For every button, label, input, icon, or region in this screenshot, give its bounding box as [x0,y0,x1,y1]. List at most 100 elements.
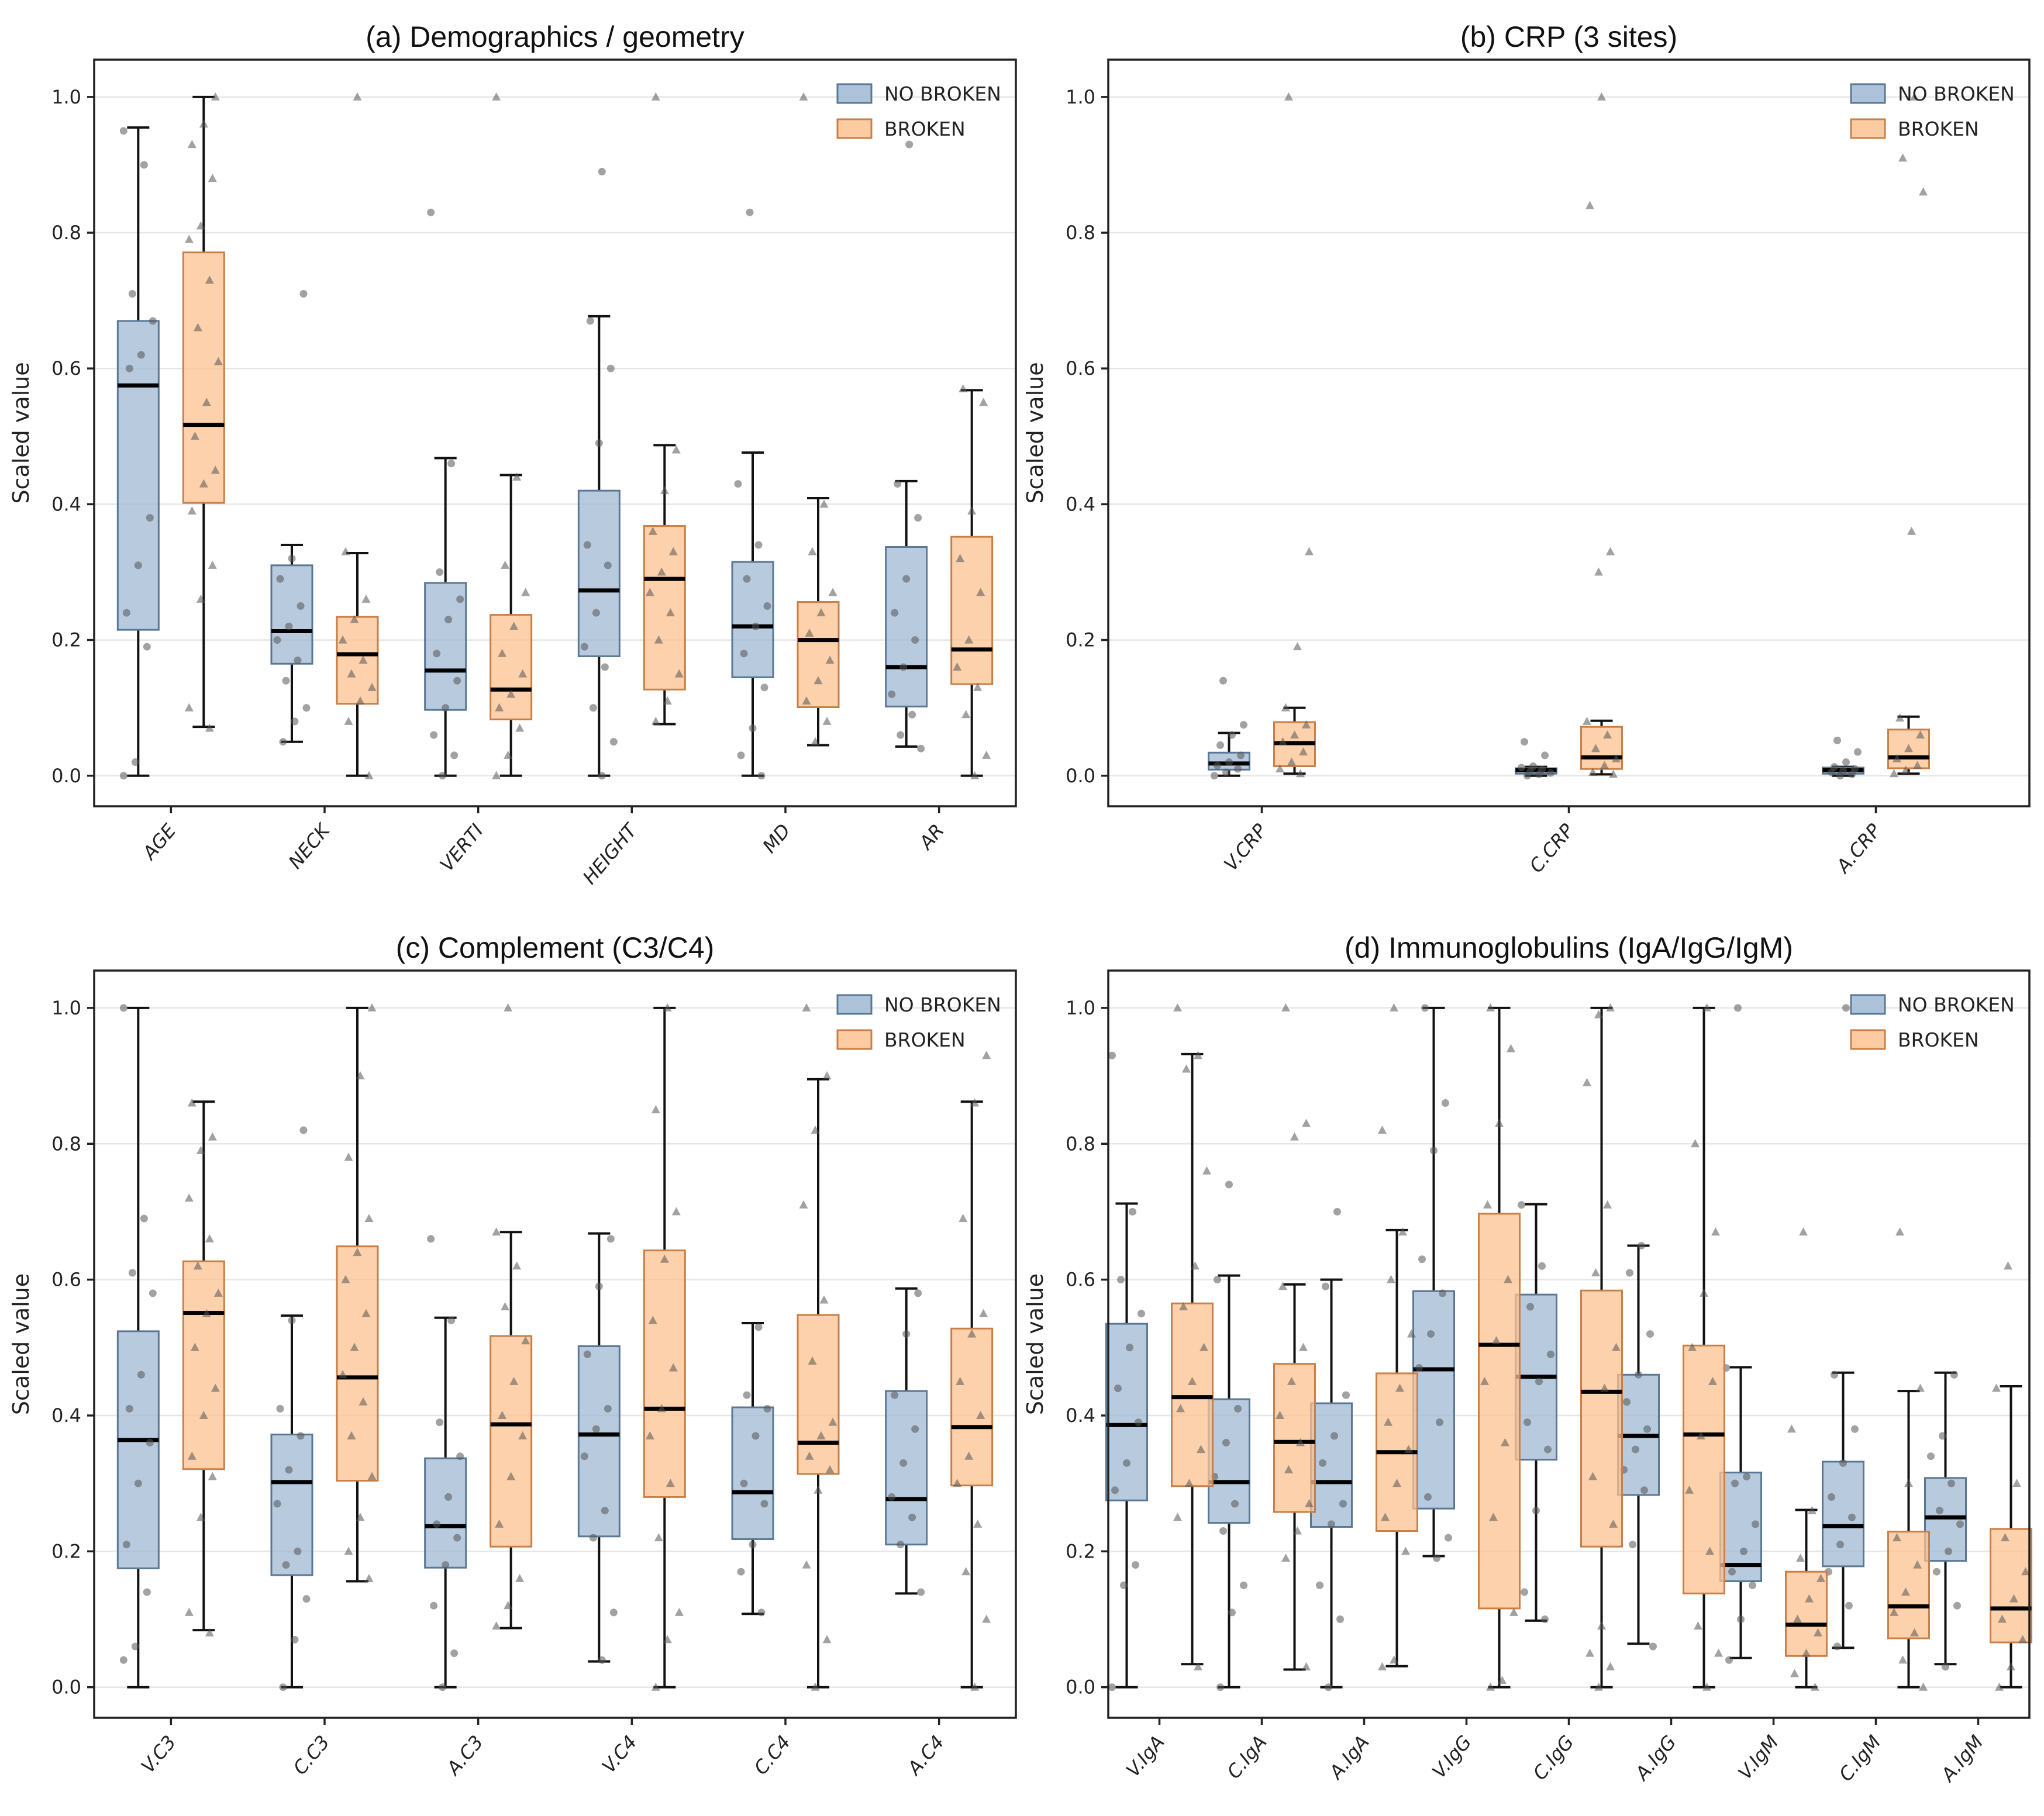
data-point [1442,1099,1449,1107]
broken-box-C.C3 [336,1003,379,1583]
legend-label-broken: BROKEN [1898,1028,1979,1051]
data-point [1293,1526,1302,1535]
data-point [1752,1520,1759,1528]
category-label: A.C3 [442,1731,488,1780]
data-point [1725,1656,1733,1664]
y-axis-label: Scaled value [8,362,34,503]
data-point [1179,1302,1188,1311]
data-point [1188,1376,1197,1385]
data-point [1948,1479,1955,1487]
data-point [208,1472,217,1480]
data-point [1851,765,1859,773]
no-broken-box-MD [731,208,774,780]
data-point [353,92,362,101]
broken-box-C.IgM [1887,1227,1930,1691]
data-point [1950,1370,1958,1379]
category-label: C.CRP [1525,819,1579,877]
data-point [338,635,347,644]
iqr-box [424,1457,467,1569]
data-point [825,1465,835,1473]
data-point [1111,1486,1119,1494]
y-tick-label: 0.0 [51,1676,81,1698]
data-point [1287,1376,1296,1385]
data-point [660,486,669,495]
data-point [350,1342,359,1351]
category-label: A.C4 [902,1731,949,1780]
y-tick-label: 0.2 [1066,1540,1095,1562]
data-point [1848,1513,1856,1521]
data-point [1839,767,1847,775]
data-point [737,751,745,759]
y-tick-label: 0.4 [1066,493,1095,515]
data-point [213,1288,223,1297]
data-point [356,1071,365,1080]
data-point [450,1649,459,1658]
no-broken-box-A.IgA [1310,1207,1353,1691]
category-label: V.CRP [1219,819,1271,875]
data-point [1299,1342,1308,1351]
data-point [1904,744,1913,752]
data-point [1507,1044,1515,1052]
data-point [119,772,127,780]
data-point [595,439,603,447]
data-point [583,1350,591,1358]
data-point [601,1507,609,1515]
data-point [914,514,922,522]
iqr-box [182,1260,225,1470]
data-point [518,669,528,678]
iqr-box [797,1314,840,1475]
data-point [1833,736,1841,744]
data-point [439,772,447,780]
legend-swatch-no-broken [836,994,873,1015]
iqr-box [643,525,686,691]
data-point [1276,764,1284,773]
data-point [740,650,748,658]
data-point [970,1098,980,1107]
data-point [1714,1648,1723,1657]
data-point [645,1431,654,1439]
data-point [1378,1662,1387,1670]
data-point [1711,1227,1720,1236]
legend-label-no-broken: NO BROKEN [884,993,1001,1016]
data-point [1173,1003,1182,1011]
y-tick-label: 0.8 [1066,222,1095,244]
data-point [190,1342,199,1351]
data-point [1702,1003,1711,1011]
data-point [1486,1003,1495,1011]
data-point [1697,1431,1705,1439]
data-point [1910,92,1919,101]
data-point [1913,1560,1922,1569]
plot-area [1108,60,2029,806]
panel-title: (a) Demographics / geometry [366,20,744,53]
data-point [959,1214,968,1223]
data-point [604,561,612,569]
data-point [1138,1310,1145,1318]
data-point [1612,1342,1621,1351]
data-point [1219,1527,1227,1535]
data-point [1585,201,1594,209]
y-tick-label: 0.6 [1066,1269,1095,1291]
data-point [205,723,214,732]
category-label: C.IgA [1222,1731,1271,1783]
data-point [1541,751,1549,759]
data-point [1893,1533,1901,1542]
data-point [1290,730,1299,739]
data-point [580,1452,588,1461]
broken-box-C.IgA [1273,1003,1316,1671]
data-point [122,609,130,617]
panel-c: 0.0 0.2 0.4 0.6 0.8 1.0 V.C3 C.C3 A.C3 V.C4 C.C4 A.… [8,931,1017,1780]
data-point [456,595,464,603]
data-point [1831,1370,1838,1379]
data-point [1898,1655,1907,1664]
data-point [1191,1261,1199,1270]
data-point [512,1261,522,1270]
data-point [1805,1594,1814,1603]
panel-b: 0.0 0.2 0.4 0.6 0.8 1.0 V.CRP C.CRP A.CRP (b) CRP… [1022,20,2031,878]
data-point [1893,754,1901,762]
data-point [199,479,208,488]
data-point [190,431,199,440]
data-point [1194,1662,1202,1670]
data-point [734,480,742,488]
axes-frame [1107,969,2031,1719]
data-point [663,1003,672,1011]
